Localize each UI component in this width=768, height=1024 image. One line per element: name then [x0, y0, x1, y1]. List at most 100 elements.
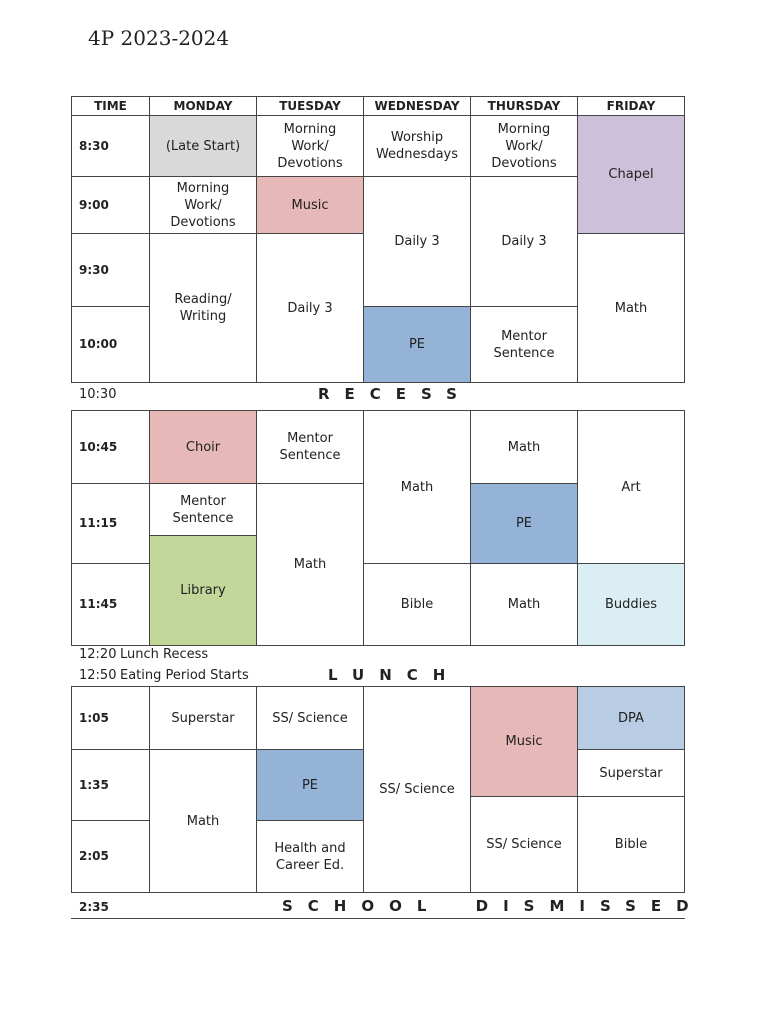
cell-text: THURSDAY — [487, 98, 561, 113]
cell-text: Superstar — [599, 765, 663, 781]
schedule-cell: Math — [363, 410, 471, 564]
cell-text: Daily 3 — [394, 234, 440, 249]
time-cell: 9:30 — [71, 233, 150, 307]
cell-text: Buddies — [604, 597, 658, 612]
schedule-cell: Bible — [577, 796, 685, 893]
time-cell: 11:45 — [71, 563, 150, 646]
cell-text: Library — [180, 583, 226, 598]
schedule-cell: Math — [149, 749, 257, 893]
recess-time: 10:30 — [79, 387, 117, 402]
cell-text: PE — [301, 777, 319, 793]
cell-text: SS/ Science — [379, 782, 455, 797]
schedule-cell: DPA — [577, 686, 685, 750]
schedule-cell: Math — [256, 483, 364, 646]
cell-text: (Late Start) — [165, 138, 241, 154]
time-cell: 11:15 — [71, 483, 150, 564]
cell-text: PE — [408, 337, 426, 352]
time-cell: 8:30 — [71, 115, 150, 177]
cell-text: 9:00 — [79, 197, 109, 212]
cell-text: Math — [293, 557, 327, 572]
dismissal-time: 2:35 — [79, 900, 109, 914]
lunch-note: Lunch Recess — [120, 647, 209, 662]
cell-text: Music — [505, 734, 543, 749]
header-cell: TIME — [71, 96, 150, 116]
cell-text: Work/ — [291, 138, 329, 154]
time-cell: 10:00 — [71, 306, 150, 383]
cell-text: Bible — [614, 837, 648, 852]
schedule-cell: Library — [149, 535, 257, 646]
schedule-cell: PE — [363, 306, 471, 383]
schedule-cell: Worship Wednesdays — [363, 115, 471, 177]
schedule-cell: Mentor Sentence — [470, 306, 578, 383]
schedule-cell: Reading/Writing — [149, 233, 257, 383]
schedule-cell: Choir — [149, 410, 257, 484]
schedule-cell: Morning Work/Devotions — [256, 115, 364, 177]
lunch-time: 12:50 — [79, 668, 117, 683]
schedule-cell: Morning Work/Devotions — [470, 115, 578, 177]
cell-text: Wednesdays — [375, 147, 459, 162]
time-cell: 1:05 — [71, 686, 150, 750]
cell-text: Math — [507, 439, 541, 455]
lunch-note: Eating Period Starts — [120, 668, 249, 683]
schedule-cell: Superstar — [149, 686, 257, 750]
schedule-cell: Buddies — [577, 563, 685, 646]
header-cell: TUESDAY — [256, 96, 364, 116]
cell-text: TIME — [94, 98, 127, 113]
cell-text: TUESDAY — [279, 98, 341, 113]
schedule-cell: Daily 3 — [363, 176, 471, 307]
schedule-cell: SS/ Science — [470, 796, 578, 893]
schedule-cell: Music — [256, 176, 364, 234]
header-cell: MONDAY — [149, 96, 257, 116]
schedule-cell: (Late Start) — [149, 115, 257, 177]
time-cell: 9:00 — [71, 176, 150, 234]
cell-text: Mentor — [287, 431, 333, 446]
time-cell: 1:35 — [71, 749, 150, 821]
rule — [71, 918, 685, 919]
schedule-cell: Math — [577, 233, 685, 383]
cell-text: Career Ed. — [275, 857, 345, 873]
cell-text: Devotions — [170, 214, 236, 230]
cell-text: Work/ — [505, 138, 543, 154]
schedule-cell: Daily 3 — [470, 176, 578, 307]
cell-text: Morning — [497, 121, 551, 137]
schedule-cell: Daily 3 — [256, 233, 364, 383]
cell-text: Mentor — [501, 328, 547, 344]
cell-text: Devotions — [277, 155, 343, 171]
cell-text: Sentence — [493, 345, 555, 361]
cell-text: 8:30 — [79, 138, 109, 153]
header-cell: FRIDAY — [577, 96, 685, 116]
title: 4P 2023-2024 — [88, 26, 230, 50]
cell-text: SS/ Science — [272, 710, 348, 726]
lunch-time: 12:20 — [79, 647, 117, 662]
cell-text: Math — [614, 300, 648, 316]
cell-text: Bible — [400, 597, 434, 612]
cell-text: 10:00 — [79, 337, 118, 351]
cell-text: 10:45 — [79, 439, 118, 454]
schedule-cell: Mentor Sentence — [256, 410, 364, 484]
cell-text: Superstar — [171, 710, 235, 726]
cell-text: Mentor — [180, 493, 226, 509]
cell-text: Math — [507, 597, 541, 612]
cell-text: Writing — [179, 309, 227, 324]
cell-text: Chapel — [608, 167, 654, 182]
cell-text: 9:30 — [79, 262, 109, 277]
schedule-cell: PE — [470, 483, 578, 564]
cell-text: Health and — [274, 840, 346, 856]
dismissal-label: SCHOOL DISMISSED — [282, 897, 704, 915]
schedule-cell: Chapel — [577, 115, 685, 234]
cell-text: Daily 3 — [501, 234, 547, 249]
cell-text: Math — [400, 479, 434, 495]
cell-text: Music — [291, 197, 329, 213]
schedule-cell: Music — [470, 686, 578, 797]
recess-label: RECESS — [318, 385, 472, 403]
schedule-cell: Morning Work/Devotions — [149, 176, 257, 234]
time-cell: 2:05 — [71, 820, 150, 893]
cell-text: PE — [515, 516, 533, 531]
cell-text: 11:45 — [79, 597, 118, 611]
schedule-cell: Art — [577, 410, 685, 564]
cell-text: Sentence — [279, 448, 341, 463]
cell-text: Work/ — [184, 197, 222, 213]
cell-text: Daily 3 — [287, 300, 333, 316]
cell-text: SS/ Science — [486, 837, 562, 852]
